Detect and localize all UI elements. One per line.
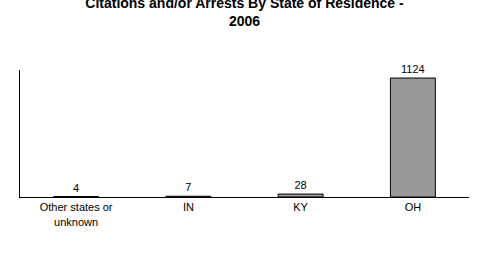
svg-text:28: 28 [295, 179, 307, 191]
svg-text:1124: 1124 [401, 63, 425, 75]
svg-text:OH: OH [405, 201, 422, 213]
svg-text:7: 7 [185, 181, 191, 193]
svg-text:Other states orunknown: Other states orunknown [40, 201, 113, 227]
svg-text:KY: KY [293, 201, 308, 213]
svg-text:IN: IN [183, 201, 194, 213]
svg-text:4: 4 [73, 182, 79, 194]
svg-text:Citations and/or Arrests By St: Citations and/or Arrests By State of Res… [85, 0, 404, 29]
